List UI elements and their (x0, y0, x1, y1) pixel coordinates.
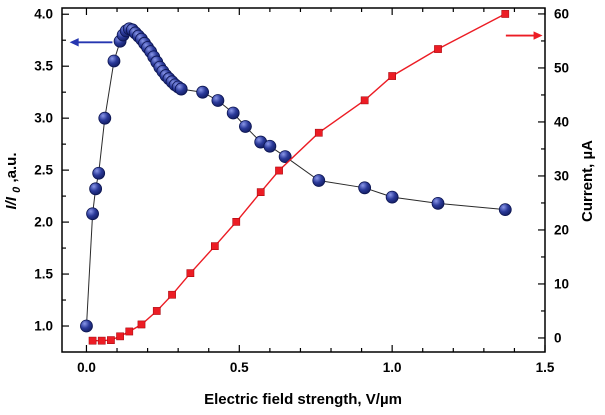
y-left-tick-label: 2.5 (34, 163, 53, 178)
y-left-tick-label: 3.5 (34, 59, 53, 74)
data-point-circle (196, 85, 210, 99)
data-point-square (107, 336, 115, 344)
x-tick-label: 0.0 (77, 360, 96, 375)
y-right-tick-label: 10 (554, 276, 569, 291)
data-point-square (137, 320, 146, 329)
x-tick-label: 0.5 (230, 360, 249, 375)
data-point-circle (385, 190, 399, 204)
x-tick-label: 1.5 (536, 360, 555, 375)
y-right-tick-label: 60 (554, 6, 569, 21)
data-point-square (186, 269, 195, 278)
data-point-circle (107, 54, 121, 68)
y-right-tick-label: 30 (554, 168, 569, 183)
y-right-tick-label: 40 (554, 114, 569, 129)
data-point-circle (211, 94, 225, 107)
y-axis-left-title-rest: ,a.u. (3, 153, 20, 183)
data-point-square (314, 128, 323, 137)
data-point-square (275, 166, 283, 175)
data-point-circle (358, 181, 372, 195)
data-point-circle (174, 82, 188, 96)
plot-frame (61, 7, 546, 353)
data-point-circle (278, 150, 292, 164)
y-right-tick-label: 0 (554, 330, 562, 345)
data-point-square (501, 10, 510, 18)
data-point-circle (239, 120, 252, 133)
y-axis-left-title-subscript: 0 (11, 186, 23, 193)
plot-layer: 0.0 0.5 1.0 1.5 1.0 1.5 2.0 2.5 3.0 3.5 4.0 0 10 20 30… (34, 6, 569, 375)
y-axis-left-title-main: I/I (3, 196, 20, 209)
data-point-square (116, 332, 124, 341)
data-point-square (388, 72, 397, 80)
y-right-tick-label: 50 (554, 60, 569, 75)
data-point-square (97, 336, 106, 345)
y-left-tick-label: 1.5 (34, 267, 53, 282)
y-right-tick-label: 20 (554, 222, 569, 237)
data-point-circle (86, 207, 99, 221)
right-axis-arrow-head (533, 31, 543, 40)
x-tick-label: 1.0 (383, 360, 402, 375)
data-point-square (232, 218, 241, 226)
data-point-circle (263, 139, 277, 153)
y-left-tick-label: 1.0 (34, 319, 53, 334)
data-point-circle (498, 203, 512, 217)
data-point-square (256, 188, 265, 197)
data-point-circle (89, 182, 103, 196)
data-point-circle (226, 106, 240, 120)
data-point-square (152, 307, 161, 315)
data-point-circle (80, 319, 93, 333)
x-axis-title: Electric field strength, V/µm (204, 391, 402, 408)
left-axis-arrow-head (69, 38, 79, 47)
y-axis-right-title: Current, µA (579, 140, 596, 222)
data-point-square (210, 242, 219, 251)
series-line-intensity-ratio (86, 28, 506, 327)
data-point-circle (431, 196, 445, 210)
data-point-circle (312, 174, 326, 187)
y-left-tick-label: 2.0 (34, 215, 53, 230)
data-point-square (434, 45, 442, 53)
data-point-square (168, 290, 176, 299)
data-point-square (125, 327, 134, 336)
data-point-circle (92, 166, 106, 180)
y-left-tick-label: 4.0 (34, 7, 53, 22)
y-left-tick-label: 3.0 (34, 111, 53, 126)
data-point-circle (98, 111, 112, 125)
y-axis-left-title: I/I 0 ,a.u. (3, 153, 24, 210)
data-point-square (360, 96, 369, 105)
data-point-square (88, 336, 97, 345)
